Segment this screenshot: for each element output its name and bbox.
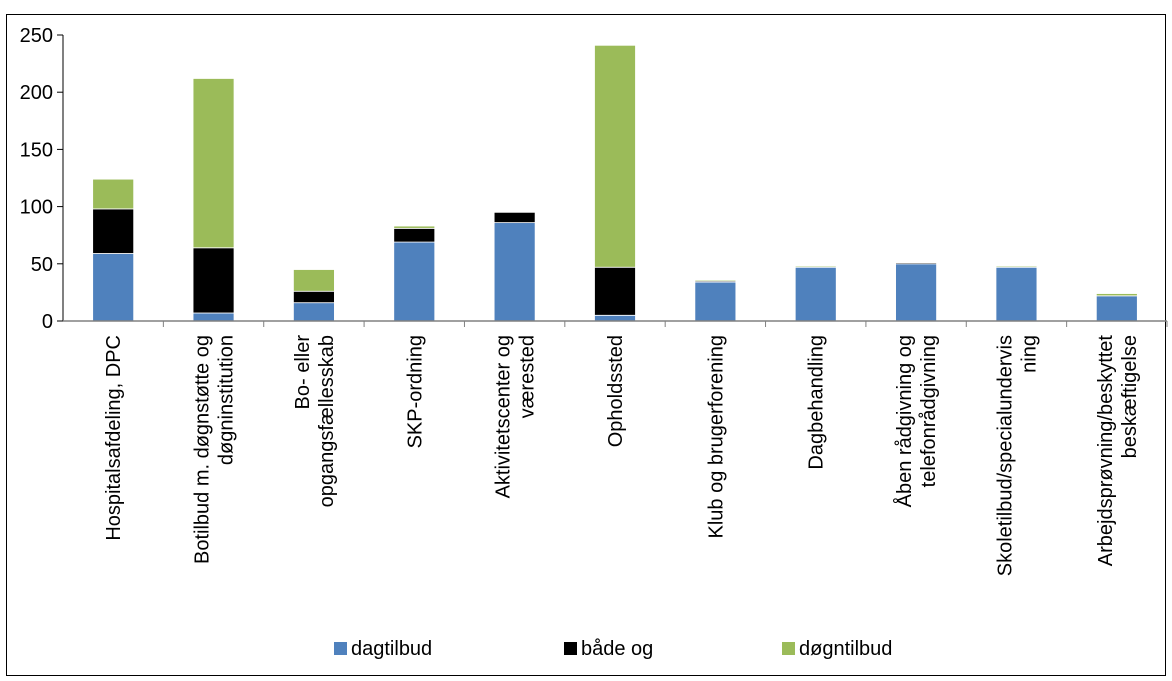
- y-tick-label: 0: [42, 311, 53, 333]
- bar-segment-både-og: [293, 290, 335, 304]
- x-tick-label: SKP-ordning: [404, 335, 426, 448]
- x-tick-label: Aktivitetscenter og værested: [493, 335, 539, 498]
- legend-swatch: [564, 642, 577, 655]
- x-tick-label-line: Hospitalsafdeling, DPC: [103, 335, 125, 541]
- x-tick-label-line: telefonrådgivning: [918, 335, 940, 487]
- bar-segment-døgntilbud: [293, 269, 335, 292]
- x-tick-label-line: Aktivitetscenter og: [493, 335, 515, 498]
- x-tick-label: Hospitalsafdeling, DPC: [103, 335, 125, 541]
- x-tick-label: Bo- eller opgangsfællesskab: [292, 335, 338, 508]
- x-tick-label-line: Arbejdsprøvning/beskyttet: [1095, 335, 1117, 567]
- x-tick-label: Klub og brugerforening: [705, 335, 727, 538]
- bar-segment-dagtilbud: [293, 302, 335, 322]
- y-tick-label: 200: [20, 82, 53, 104]
- legend-label: døgntilbud: [799, 638, 892, 660]
- y-tick-label: 150: [20, 139, 53, 161]
- bar-segment-både-og: [192, 247, 235, 314]
- x-tick-label-line: Bo- eller: [292, 335, 314, 410]
- bar-segment-døgntilbud: [192, 78, 235, 249]
- x-tick-label-line: beskæftigelse: [1119, 335, 1141, 458]
- legend-label: dagtilbud: [351, 638, 432, 660]
- bar-segment-døgntilbud: [92, 178, 135, 210]
- bar-segment-dagtilbud: [995, 266, 1038, 322]
- bar-segment-dagtilbud: [794, 266, 837, 322]
- bar-segment-døgntilbud: [1095, 293, 1138, 297]
- bar-segment-dagtilbud: [694, 281, 737, 322]
- bar-segment-døgntilbud: [995, 265, 1038, 268]
- x-tick-label-line: opgangsfællesskab: [316, 335, 338, 507]
- bar-segment-både-og: [393, 227, 436, 243]
- bars: [92, 44, 1138, 322]
- bar-segment-dagtilbud: [192, 312, 235, 322]
- x-tick-label: Åben rådgivning og telefonrådgivning: [893, 335, 940, 507]
- x-tick-label-line: ning: [1018, 335, 1040, 373]
- x-tick-label-line: Dagbehandling: [806, 335, 828, 470]
- x-tick-label-line: døgninstitution: [216, 335, 238, 465]
- bar-segment-både-og: [493, 211, 536, 224]
- x-tick-label-line: Opholdssted: [605, 335, 627, 447]
- x-tick-label: Skoletilbud/specialundervis ning: [994, 335, 1040, 576]
- bar-segment-både-og: [594, 266, 636, 316]
- x-tick-label-line: Åben rådgivning og: [893, 335, 916, 507]
- x-tick-label-line: SKP-ordning: [404, 335, 426, 448]
- legend-swatch: [334, 642, 347, 655]
- x-tick-label: Dagbehandling: [806, 335, 828, 470]
- bar-segment-dagtilbud: [594, 314, 636, 322]
- legend-item: dagtilbud: [334, 638, 432, 660]
- y-tick-label: 50: [31, 254, 53, 276]
- bar-segment-dagtilbud: [92, 253, 135, 322]
- bar-segment-dagtilbud: [895, 263, 937, 322]
- bar-segment-både-og: [92, 208, 135, 254]
- bar-segment-dagtilbud: [393, 241, 436, 322]
- bar-segment-døgntilbud: [794, 265, 837, 268]
- x-tick-label: Botilbud m. døgnstøtte og døgninstitution: [192, 335, 238, 564]
- bar-segment-dagtilbud: [1095, 295, 1138, 322]
- y-axis: 0 50 100 150 200 250: [20, 25, 64, 333]
- y-tick-label: 100: [20, 197, 53, 219]
- x-tick-label-line: Botilbud m. døgnstøtte og: [192, 335, 214, 564]
- x-axis: Hospitalsafdeling, DPC Botilbud m. døgnst…: [63, 320, 1168, 576]
- y-tick-label: 250: [20, 25, 53, 47]
- bar-segment-både-og: [895, 262, 937, 265]
- x-tick-label: Arbejdsprøvning/beskyttet beskæftigelse: [1095, 335, 1141, 567]
- legend: dagtilbud både og døgntilbud: [334, 638, 892, 660]
- x-tick-label-line: værested: [517, 335, 539, 418]
- bar-segment-døgntilbud: [594, 44, 636, 268]
- legend-item: både og: [564, 638, 653, 660]
- legend-label: både og: [581, 638, 653, 660]
- x-tick-label: Opholdssted: [605, 335, 627, 447]
- legend-item: døgntilbud: [782, 638, 892, 660]
- x-tick-label-line: Skoletilbud/specialundervis: [994, 335, 1016, 576]
- bar-segment-døgntilbud: [694, 279, 737, 282]
- x-tick-label-line: Klub og brugerforening: [705, 335, 727, 538]
- bar-segment-dagtilbud: [493, 222, 536, 322]
- legend-swatch: [782, 642, 795, 655]
- bar-segment-døgntilbud: [393, 225, 436, 229]
